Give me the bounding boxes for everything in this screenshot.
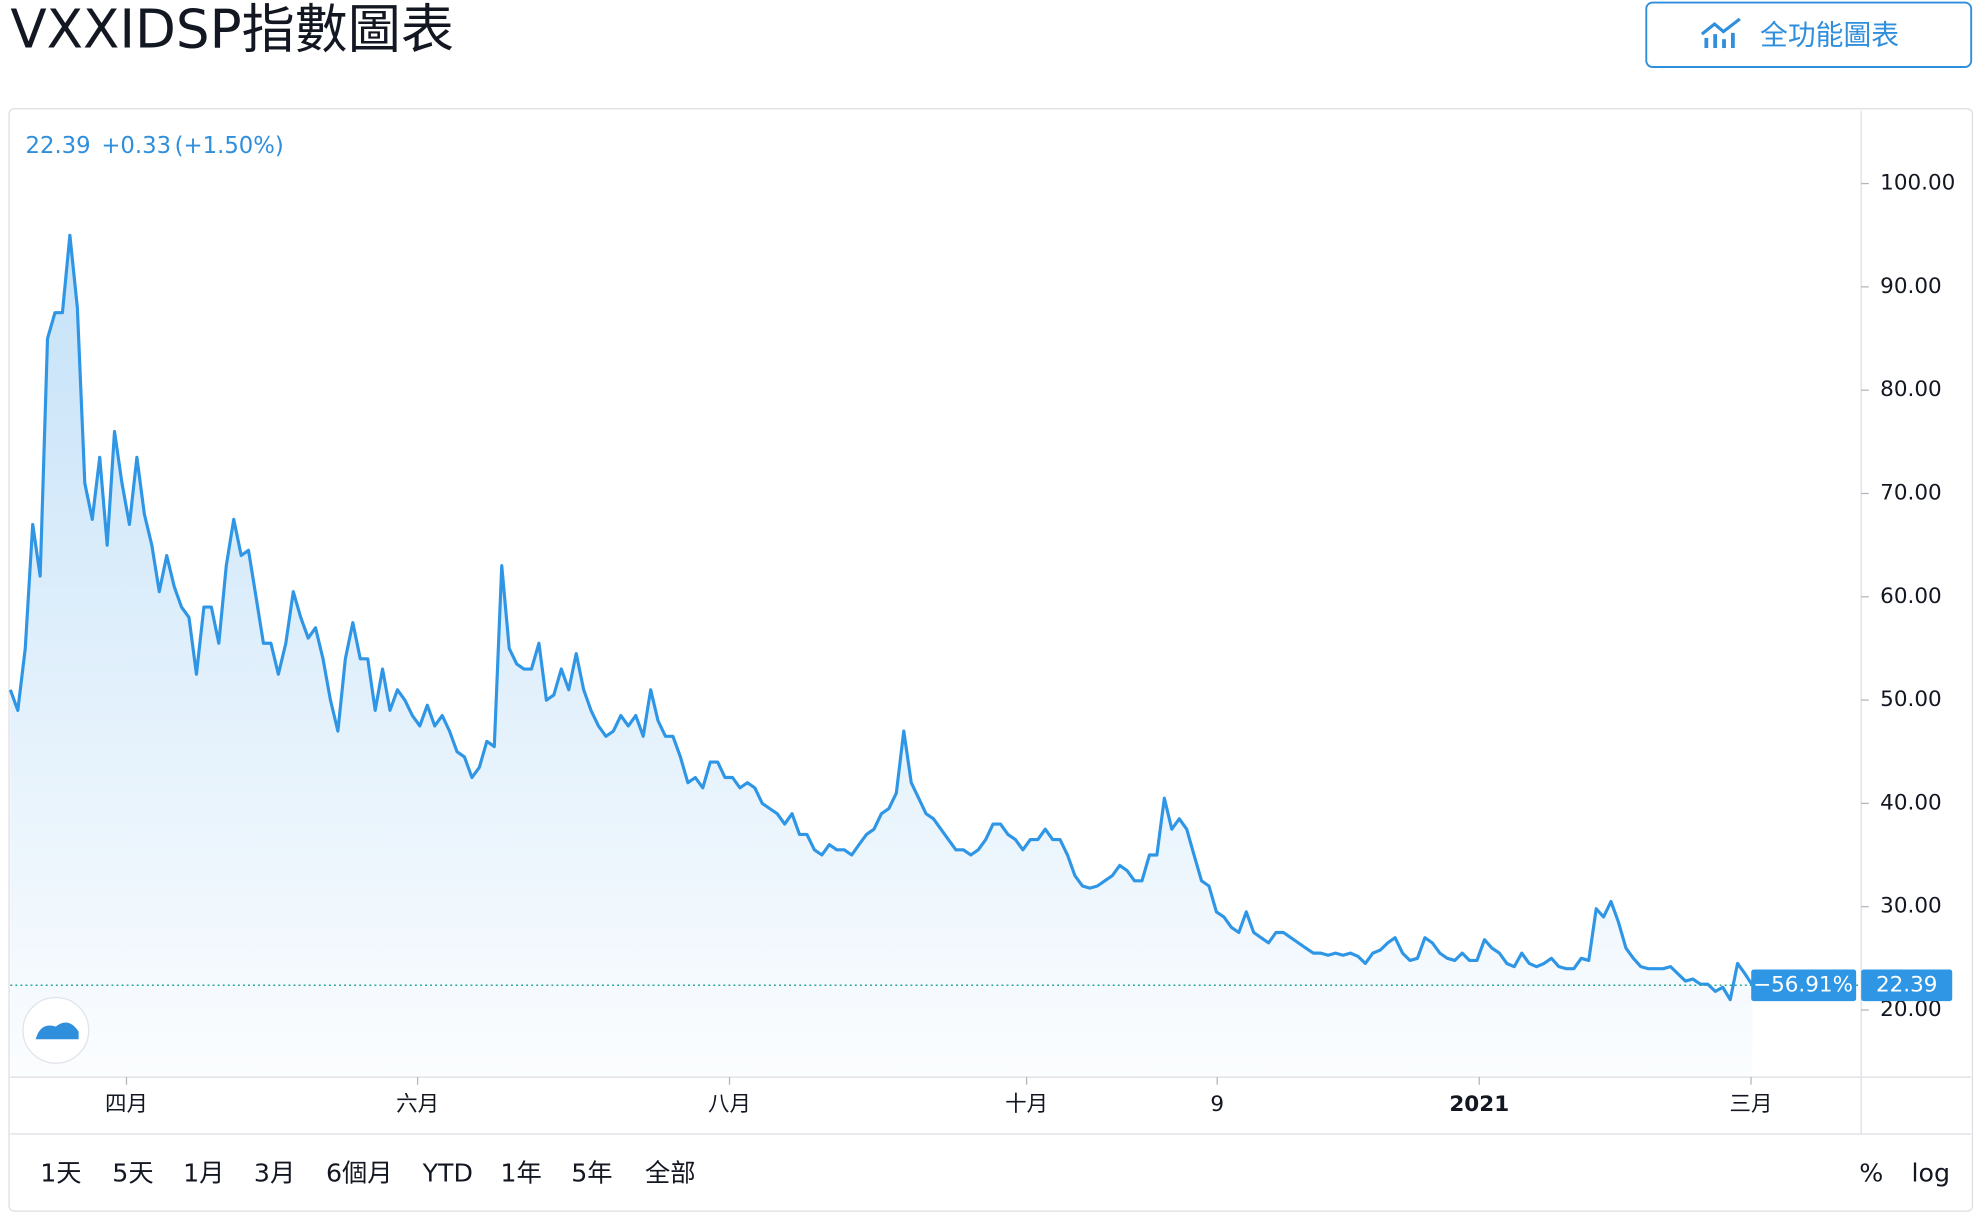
range-button[interactable]: 3月 bbox=[254, 1158, 295, 1187]
button-label[interactable]: 全功能圖表 bbox=[1760, 19, 1899, 52]
scale-button[interactable]: % bbox=[1859, 1158, 1883, 1187]
range-button[interactable]: 1年 bbox=[500, 1158, 541, 1187]
y-tick-label: 50.00 bbox=[1880, 687, 1942, 712]
button-icon bbox=[1700, 17, 1741, 49]
range-button[interactable]: 5天 bbox=[112, 1158, 153, 1187]
x-tick-label: 2021 bbox=[1449, 1092, 1509, 1117]
quote-change-percent: (+1.50%) bbox=[175, 133, 284, 159]
y-tick-label: 60.00 bbox=[1880, 584, 1942, 609]
quote-change: +0.33 bbox=[101, 133, 171, 159]
price-line bbox=[8, 233, 1754, 1002]
range-button[interactable]: YTD bbox=[422, 1158, 473, 1187]
y-tick-label: 70.00 bbox=[1880, 480, 1942, 505]
range-button[interactable]: 全部 bbox=[645, 1158, 696, 1187]
x-tick-label: 六月 bbox=[396, 1092, 439, 1117]
price-badge bbox=[1861, 969, 1953, 1002]
y-tick-label: 100.00 bbox=[1880, 171, 1955, 196]
range-button[interactable]: 1天 bbox=[40, 1158, 81, 1187]
percent-badge bbox=[1751, 969, 1857, 1002]
range-button[interactable]: 1月 bbox=[183, 1158, 224, 1187]
x-tick-label: 9 bbox=[1210, 1092, 1224, 1117]
price-badge-label: 22.39 bbox=[1876, 972, 1938, 997]
y-tick-label: 30.00 bbox=[1880, 894, 1942, 919]
scale-button[interactable]: log bbox=[1911, 1158, 1950, 1187]
logo-icon bbox=[35, 1022, 79, 1040]
x-tick-label: 四月 bbox=[105, 1092, 148, 1117]
y-tick-label: 40.00 bbox=[1880, 790, 1942, 815]
y-tick-label: 20.00 bbox=[1880, 997, 1942, 1022]
quote-last: 22.39 bbox=[26, 133, 91, 159]
range-button[interactable]: 5年 bbox=[571, 1158, 612, 1187]
x-tick-label: 十月 bbox=[1005, 1092, 1048, 1117]
y-tick-label: 90.00 bbox=[1880, 274, 1942, 299]
chart-frame bbox=[8, 108, 1974, 1212]
page-title: VXXIDSP指數圖表 bbox=[10, 0, 454, 61]
range-button[interactable]: 6個月 bbox=[326, 1158, 393, 1187]
x-tick-label: 三月 bbox=[1730, 1092, 1773, 1117]
percent-badge-label: −56.91% bbox=[1753, 972, 1853, 997]
area bbox=[10, 235, 1753, 1078]
full-chart-button[interactable] bbox=[1645, 1, 1973, 68]
x-tick-label: 八月 bbox=[708, 1092, 751, 1117]
y-tick-label: 80.00 bbox=[1880, 377, 1942, 402]
